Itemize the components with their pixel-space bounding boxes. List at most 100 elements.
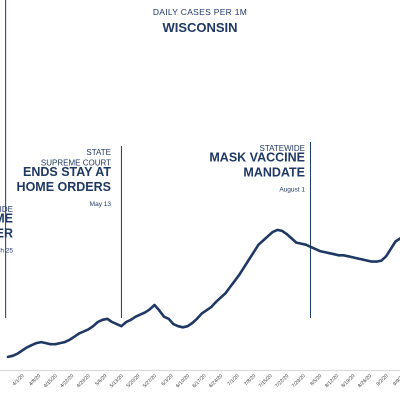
data-point — [26, 346, 28, 349]
data-point — [49, 343, 52, 346]
series-layer — [6, 228, 400, 359]
annotation-headline: HOME ORDERS — [17, 180, 111, 194]
annotation-headline: MANDATE — [243, 166, 305, 180]
data-point — [87, 328, 90, 331]
x-tick-label: 5/13/20 — [109, 373, 125, 389]
data-point — [101, 319, 104, 321]
annotation-label: STATE — [86, 148, 111, 157]
data-point — [234, 279, 236, 282]
data-point — [59, 342, 61, 344]
data-point — [139, 313, 142, 316]
data-point — [243, 266, 246, 268]
data-point — [172, 323, 175, 325]
data-point — [352, 256, 354, 259]
data-point — [333, 253, 335, 255]
data-point — [276, 229, 279, 231]
data-point — [201, 312, 203, 315]
data-point — [11, 355, 14, 357]
x-tick-label: 4/8/20 — [28, 373, 42, 387]
x-tick-label: 7/1/20 — [227, 373, 241, 387]
data-point — [21, 349, 24, 352]
data-point — [35, 342, 38, 344]
data-point — [115, 323, 118, 325]
annotations: STATEWIDESTAY AT HOMEORDERMarch 25STATES… — [0, 0, 311, 318]
data-point — [7, 356, 9, 358]
chart-subtitle: DAILY CASES PER 1M — [153, 7, 247, 17]
annotation-headline: STAY AT HOME — [0, 212, 13, 226]
x-tick-label: 5/27/20 — [142, 373, 158, 389]
data-point — [380, 259, 383, 262]
x-tick-label: 4/15/20 — [43, 373, 59, 389]
data-point — [111, 321, 113, 323]
x-tick-label: 6/10/20 — [175, 373, 191, 389]
annotation-label: STATEWIDE — [260, 144, 305, 153]
annotation-label: SUPREME COURT — [41, 159, 111, 168]
data-point — [215, 301, 217, 303]
chart-title: WISCONSIN — [162, 20, 237, 35]
data-point — [163, 315, 165, 318]
data-point — [300, 242, 302, 245]
x-tick-label: 4/22/20 — [59, 373, 75, 389]
annotation-headline: ENDS STAY AT — [23, 165, 111, 179]
annotation-date: May 13 — [90, 201, 112, 208]
data-point — [338, 254, 340, 257]
data-point — [205, 309, 208, 312]
data-point — [305, 243, 307, 246]
x-tick-label: 9/2/20 — [375, 373, 389, 387]
annotation-label: STATEWIDE — [0, 205, 13, 214]
data-point — [248, 258, 250, 261]
x-tick-label: 7/15/20 — [258, 373, 274, 389]
data-point — [177, 325, 179, 328]
data-point — [286, 233, 288, 235]
x-tick-label: 4/29/20 — [76, 373, 92, 389]
data-point — [219, 296, 222, 299]
x-tick-label: 8/26/20 — [357, 373, 373, 389]
data-point — [295, 241, 298, 244]
x-tick-label: 6/24/20 — [208, 373, 224, 389]
data-point — [78, 332, 80, 335]
data-point — [347, 255, 350, 258]
data-point — [130, 319, 132, 321]
annotation-date: March 25 — [0, 248, 13, 255]
data-point — [210, 306, 212, 308]
data-point — [92, 325, 94, 328]
data-point — [309, 246, 312, 248]
data-point — [186, 325, 189, 328]
x-tick-label: 9/9/20 — [392, 373, 400, 387]
data-point — [385, 255, 387, 258]
x-tick-label: 4/1/20 — [12, 373, 26, 387]
data-point — [371, 260, 373, 263]
x-tick-label: 7/8/20 — [243, 373, 257, 387]
data-point — [238, 273, 241, 276]
x-tick-label: 7/29/20 — [291, 373, 307, 389]
annotation-headline: MASK VACCINE — [209, 151, 305, 165]
data-point — [390, 248, 392, 250]
data-point — [356, 257, 359, 260]
x-tick-label: 8/19/20 — [340, 373, 356, 389]
data-point — [82, 330, 85, 333]
x-tick-label: 6/3/20 — [160, 373, 174, 387]
data-point — [68, 339, 71, 341]
x-tick-label: 5/20/20 — [125, 373, 141, 389]
data-point — [16, 352, 19, 355]
data-point — [191, 322, 194, 324]
x-axis: 4/1/20 4/8/20 4/15/20 4/22/20 4/29/20 5/6/20 5… — [12, 373, 400, 389]
data-point — [45, 342, 47, 344]
data-point — [257, 243, 260, 246]
data-point — [106, 318, 109, 320]
data-point — [394, 240, 397, 243]
data-point — [366, 259, 369, 262]
data-point — [281, 230, 283, 232]
data-point — [196, 318, 198, 320]
data-point — [153, 304, 156, 306]
annotation-headline: ORDER — [0, 227, 13, 241]
data-point — [328, 252, 331, 254]
x-tick-label: 8/5/20 — [309, 373, 323, 387]
x-tick-label: 7/22/20 — [274, 373, 290, 389]
data-point — [224, 292, 227, 295]
data-point — [73, 336, 75, 338]
data-point — [229, 286, 231, 288]
